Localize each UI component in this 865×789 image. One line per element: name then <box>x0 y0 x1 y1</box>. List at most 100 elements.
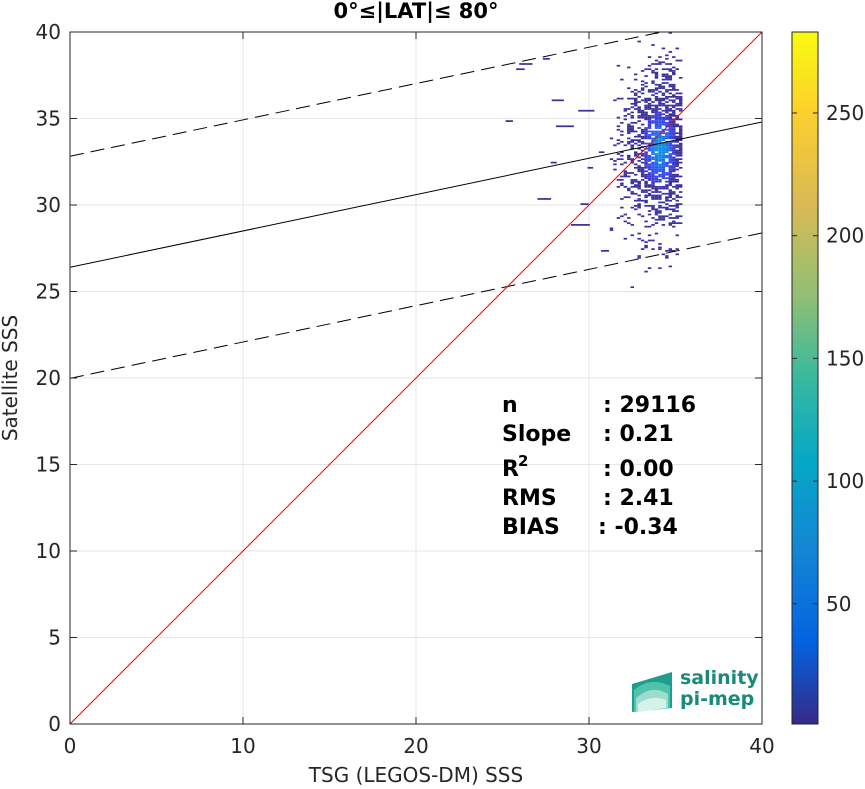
density-cell <box>644 115 648 117</box>
density-cell <box>630 161 634 164</box>
density-cell <box>678 146 683 148</box>
density-cell <box>661 175 666 178</box>
density-cell <box>668 137 673 140</box>
density-cell <box>640 99 645 102</box>
density-cell <box>661 217 666 219</box>
density-cell <box>620 158 624 161</box>
density-cell <box>654 170 659 173</box>
density-cell <box>661 165 666 167</box>
density-cell <box>620 163 624 166</box>
density-cell <box>633 205 638 207</box>
density-cell <box>668 83 673 86</box>
density-cell <box>675 104 679 107</box>
density-cell <box>637 180 641 183</box>
density-cell <box>678 161 683 164</box>
density-cell <box>678 137 683 140</box>
colorbar-tick-label: 100 <box>826 469 864 493</box>
density-cell <box>675 123 679 126</box>
density-cell <box>616 217 621 219</box>
density-cell <box>668 160 673 162</box>
density-cell <box>665 57 669 60</box>
density-cell <box>672 146 676 148</box>
density-cell <box>678 222 683 225</box>
density-cell <box>637 198 641 200</box>
density-cell <box>668 120 673 122</box>
density-cell <box>658 90 662 93</box>
density-cell <box>633 154 638 157</box>
density-cell <box>633 199 638 202</box>
density-cell <box>665 78 669 81</box>
density-cell <box>644 205 648 207</box>
density-cell <box>647 165 652 167</box>
density-cell <box>623 161 628 164</box>
density-cell <box>627 125 631 128</box>
density-cell <box>623 170 628 173</box>
density-cell <box>665 144 669 147</box>
density-cell <box>651 177 655 180</box>
density-cell <box>675 222 679 225</box>
density-cell <box>665 75 669 77</box>
density-cell <box>647 179 652 181</box>
density-cell <box>672 160 676 162</box>
density-cell <box>668 191 673 193</box>
density-cell <box>675 92 679 95</box>
density-cell <box>651 134 655 136</box>
density-cell <box>668 182 673 185</box>
density-cell <box>644 220 648 223</box>
density-cell <box>658 211 662 214</box>
density-cell <box>651 130 655 133</box>
density-cell <box>623 196 628 199</box>
y-tick-label: 10 <box>36 539 61 563</box>
density-cell <box>672 73 676 76</box>
density-cell <box>665 125 669 128</box>
density-cell <box>658 191 662 193</box>
density-cell <box>668 123 673 126</box>
density-cell <box>644 113 648 116</box>
density-cell <box>678 101 683 103</box>
density-cell <box>668 70 673 72</box>
density-cell <box>613 163 617 166</box>
density-cell <box>675 47 679 50</box>
density-cell <box>672 168 676 171</box>
density-cell <box>665 256 669 259</box>
colorbar-tick-label: 150 <box>826 346 864 370</box>
y-tick-label: 5 <box>48 626 61 650</box>
density-cell <box>651 205 655 207</box>
density-cell <box>640 168 645 171</box>
density-cell <box>661 177 666 180</box>
density-cell <box>678 99 683 102</box>
density-cell <box>654 166 659 169</box>
density-cell <box>637 166 641 169</box>
density-cell <box>647 163 652 166</box>
density-cell <box>672 106 676 109</box>
density-cell <box>668 173 673 176</box>
density-cell <box>644 137 648 140</box>
density-cell <box>661 158 666 161</box>
density-cell <box>623 172 628 174</box>
density-cell <box>654 59 659 62</box>
density-cell <box>647 172 652 174</box>
density-cell <box>644 196 648 199</box>
density-cell <box>661 135 666 138</box>
density-cell <box>654 109 659 112</box>
density-cell <box>665 106 669 109</box>
density-cell <box>672 66 676 69</box>
density-cell <box>651 184 655 186</box>
density-cell <box>665 76 669 79</box>
density-cell <box>647 185 652 188</box>
density-cell <box>647 130 652 133</box>
density-cell <box>651 187 655 190</box>
density-cell <box>551 99 564 102</box>
density-cell <box>630 185 634 188</box>
density-cell <box>651 172 655 174</box>
density-cell <box>658 175 662 178</box>
density-cell <box>644 135 648 138</box>
density-cell <box>647 267 652 270</box>
density-cell <box>620 154 624 157</box>
density-cell <box>675 135 679 138</box>
density-cell <box>665 111 669 114</box>
density-cell <box>633 180 638 183</box>
density-cell <box>637 160 641 162</box>
density-cell <box>661 121 666 124</box>
density-cell <box>627 158 631 161</box>
